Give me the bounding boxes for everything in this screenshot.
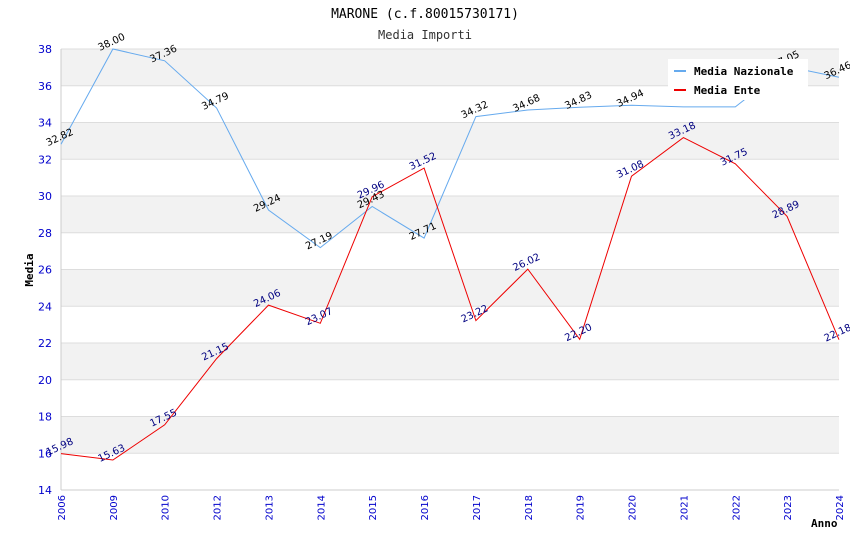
series-line-media-ente xyxy=(60,137,840,461)
x-tick-label: 2018 xyxy=(524,495,535,520)
x-tick-label: 2019 xyxy=(576,495,587,520)
x-tick-label: 2006 xyxy=(57,495,68,520)
legend-box xyxy=(668,59,808,100)
y-tick-label: 18 xyxy=(38,411,52,424)
data-label: 23.07 xyxy=(304,306,335,328)
x-tick-label: 2017 xyxy=(472,495,483,520)
grid-band xyxy=(61,416,839,454)
x-tick-label: 2016 xyxy=(420,495,431,520)
y-tick-label: 36 xyxy=(38,80,52,93)
x-tick-label: 2020 xyxy=(628,495,639,520)
data-label: 34.79 xyxy=(200,91,231,113)
axes xyxy=(60,49,839,491)
grid-band xyxy=(61,122,839,160)
x-tick-label: 2009 xyxy=(109,495,120,520)
chart-subtitle: Media Importi xyxy=(378,28,472,42)
data-label: 27.19 xyxy=(304,230,335,252)
x-tick-label: 2021 xyxy=(679,495,690,520)
data-label: 31.08 xyxy=(615,159,646,181)
x-tick-label: 2023 xyxy=(783,495,794,520)
grid-bands xyxy=(61,49,839,454)
series-line-media-nazionale xyxy=(60,48,840,249)
y-tick-label: 32 xyxy=(38,153,52,166)
x-tick-label: 2012 xyxy=(213,495,224,520)
x-ticks: 2006 2009 2010 2012 2013 2014 2015 2016 2017 2018… xyxy=(57,495,846,520)
chart-title: MARONE (c.f.80015730171) xyxy=(331,7,519,22)
data-label: 34.68 xyxy=(511,93,542,115)
y-ticks: 14 16 18 20 22 24 26 28 30 32 34 36 38 xyxy=(38,43,52,497)
data-label: 22.18 xyxy=(823,322,850,344)
series-lines xyxy=(60,48,840,461)
y-tick-label: 20 xyxy=(38,374,52,387)
y-tick-label: 38 xyxy=(38,43,52,56)
y-tick-label: 14 xyxy=(38,484,52,497)
legend: Media Nazionale Media Ente xyxy=(668,59,808,100)
x-tick-label: 2022 xyxy=(731,495,742,520)
y-tick-label: 26 xyxy=(38,264,52,277)
y-tick-label: 34 xyxy=(38,117,52,130)
grid-lines xyxy=(61,48,839,491)
x-axis-label: Anno xyxy=(811,517,838,530)
y-tick-label: 22 xyxy=(38,337,52,350)
x-tick-label: 2024 xyxy=(835,495,846,520)
x-tick-label: 2014 xyxy=(316,495,327,520)
y-tick-label: 24 xyxy=(38,300,52,313)
y-axis-label: Media xyxy=(23,253,36,286)
grid-band xyxy=(61,343,839,380)
y-tick-label: 28 xyxy=(38,227,52,240)
data-label: 34.83 xyxy=(563,90,594,112)
x-tick-label: 2015 xyxy=(368,495,379,520)
x-tick-label: 2013 xyxy=(264,495,275,520)
data-label: 22.20 xyxy=(563,322,594,344)
y-tick-label: 16 xyxy=(38,447,52,460)
legend-label: Media Ente xyxy=(694,84,761,97)
x-tick-label: 2010 xyxy=(161,495,172,520)
grid-band xyxy=(61,269,839,307)
legend-label: Media Nazionale xyxy=(694,65,794,78)
y-tick-label: 30 xyxy=(38,190,52,203)
grid-band xyxy=(61,196,839,233)
data-label: 34.94 xyxy=(615,88,646,110)
